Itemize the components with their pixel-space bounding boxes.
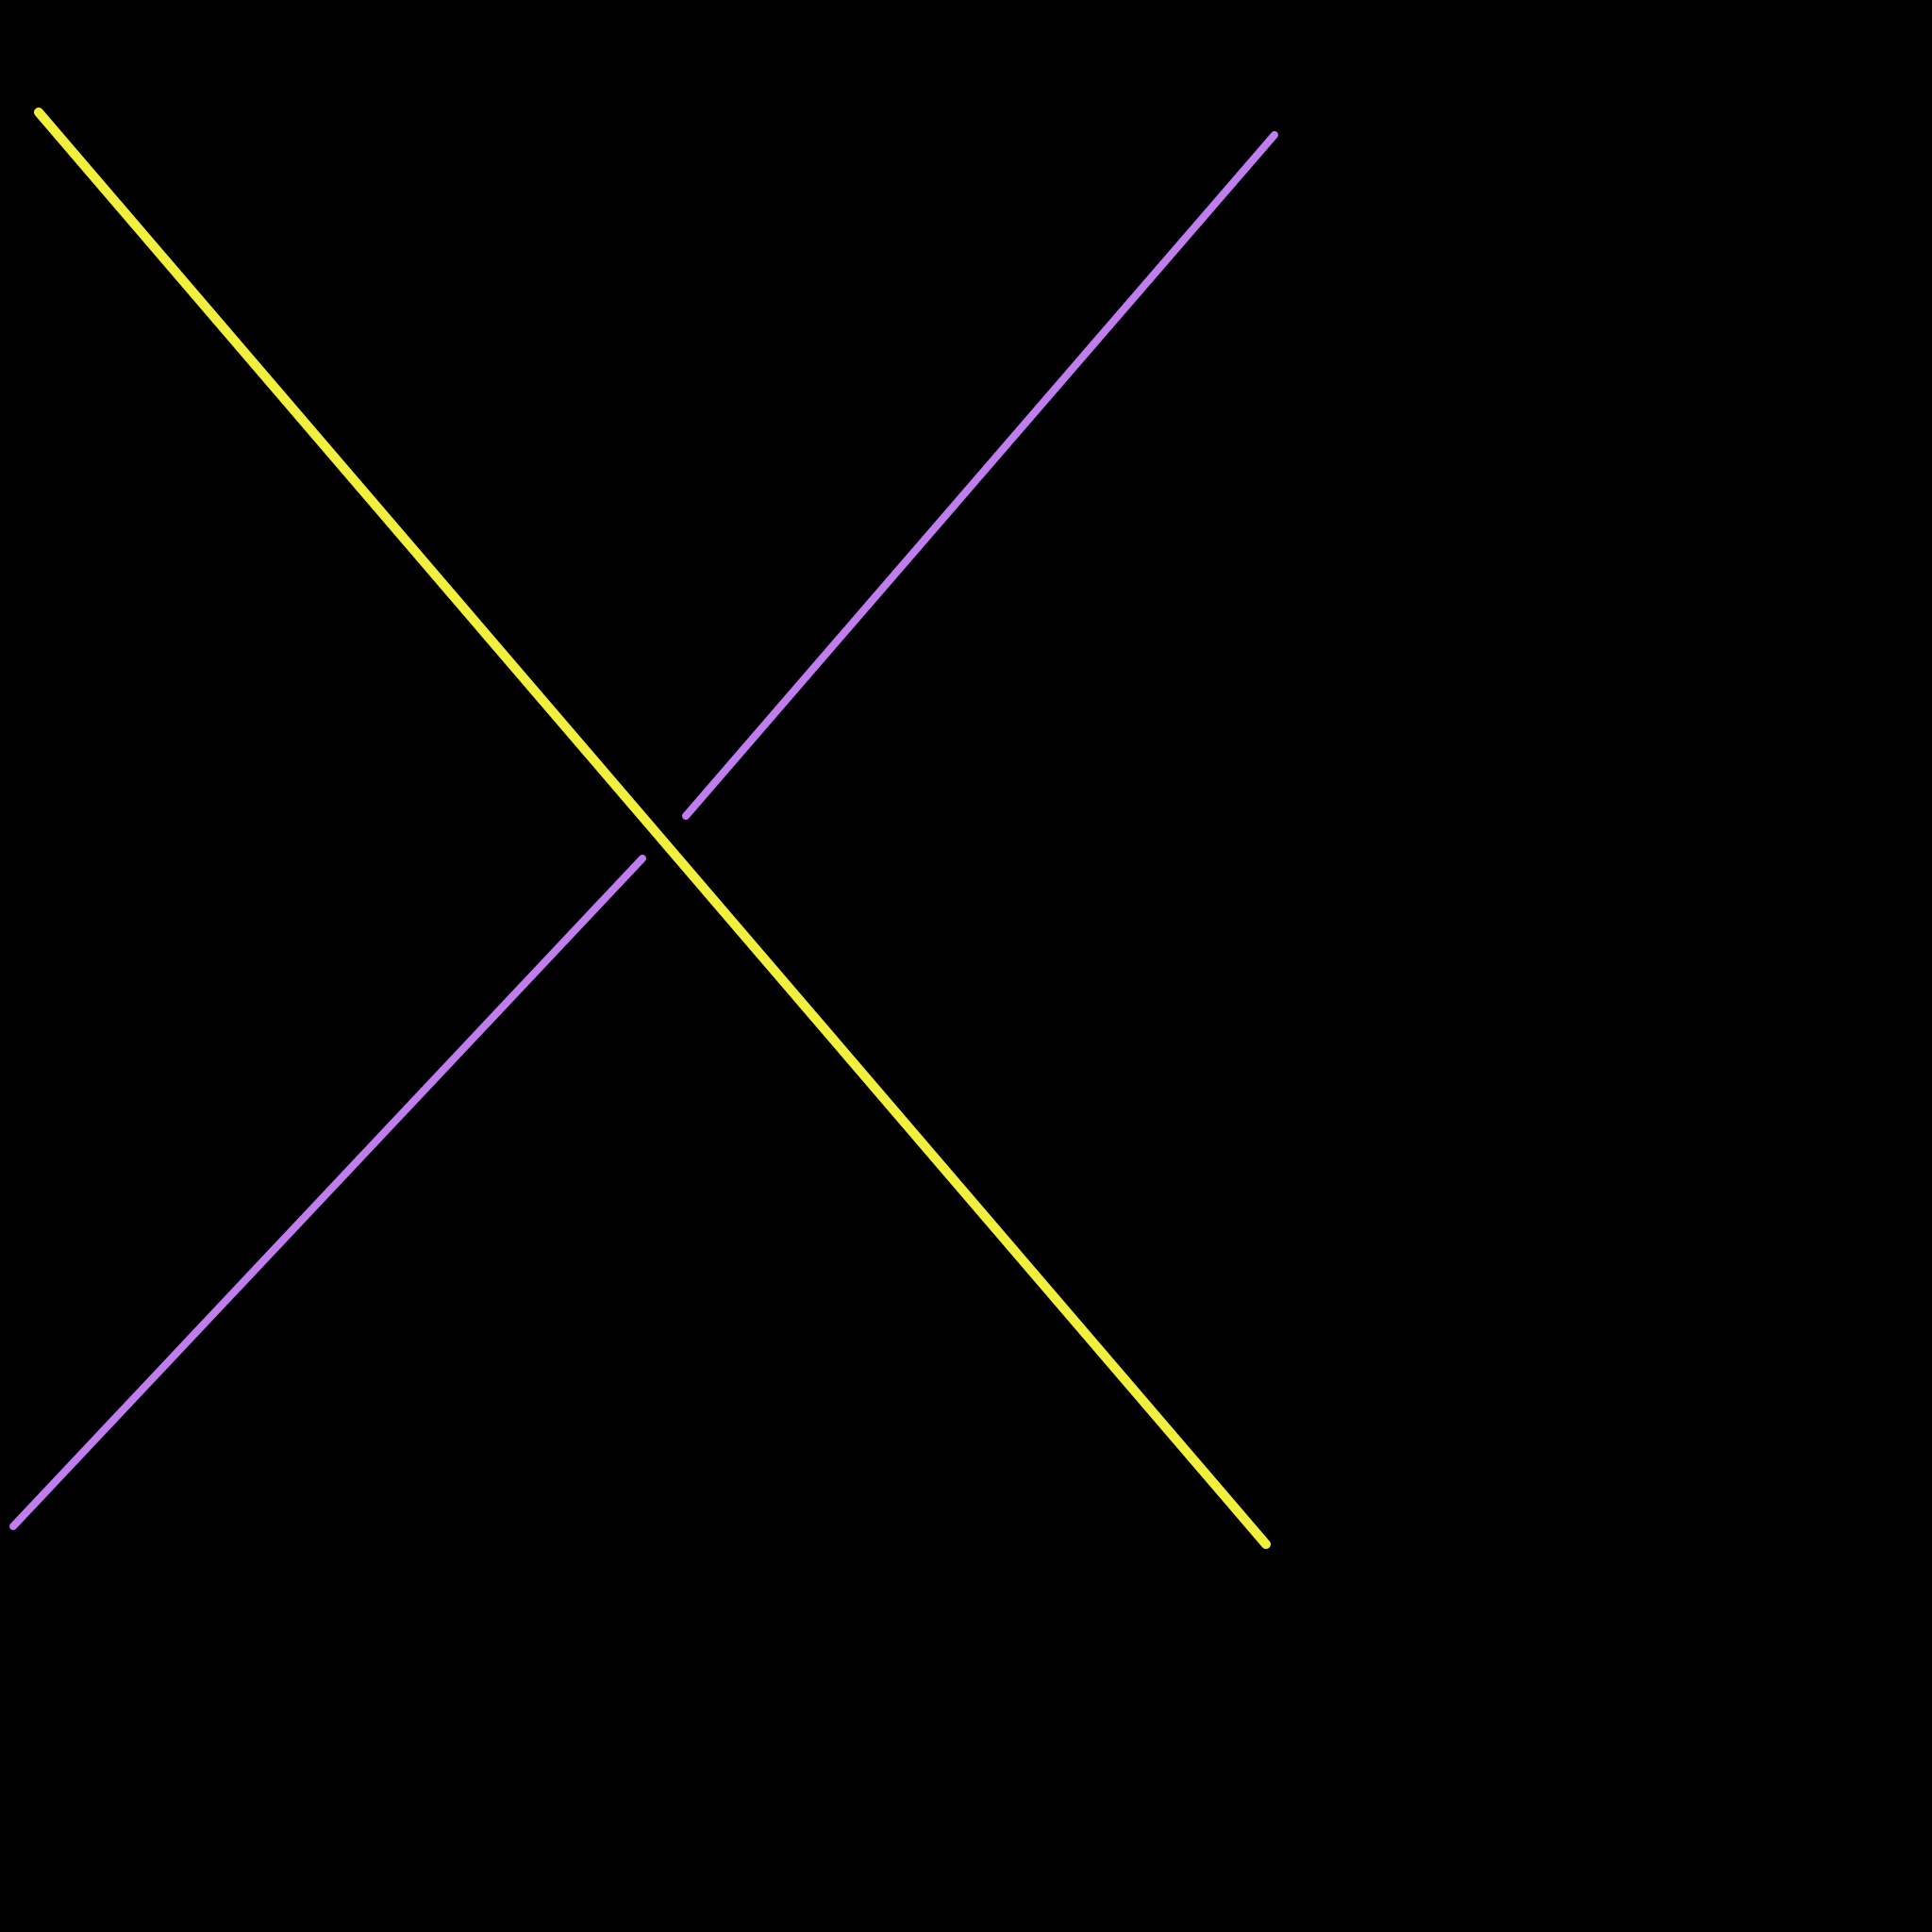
purple-upper-segment-line	[682, 131, 1278, 820]
yellow-diagonal-line	[34, 108, 1271, 1549]
purple-lower-segment-line	[9, 855, 646, 1530]
